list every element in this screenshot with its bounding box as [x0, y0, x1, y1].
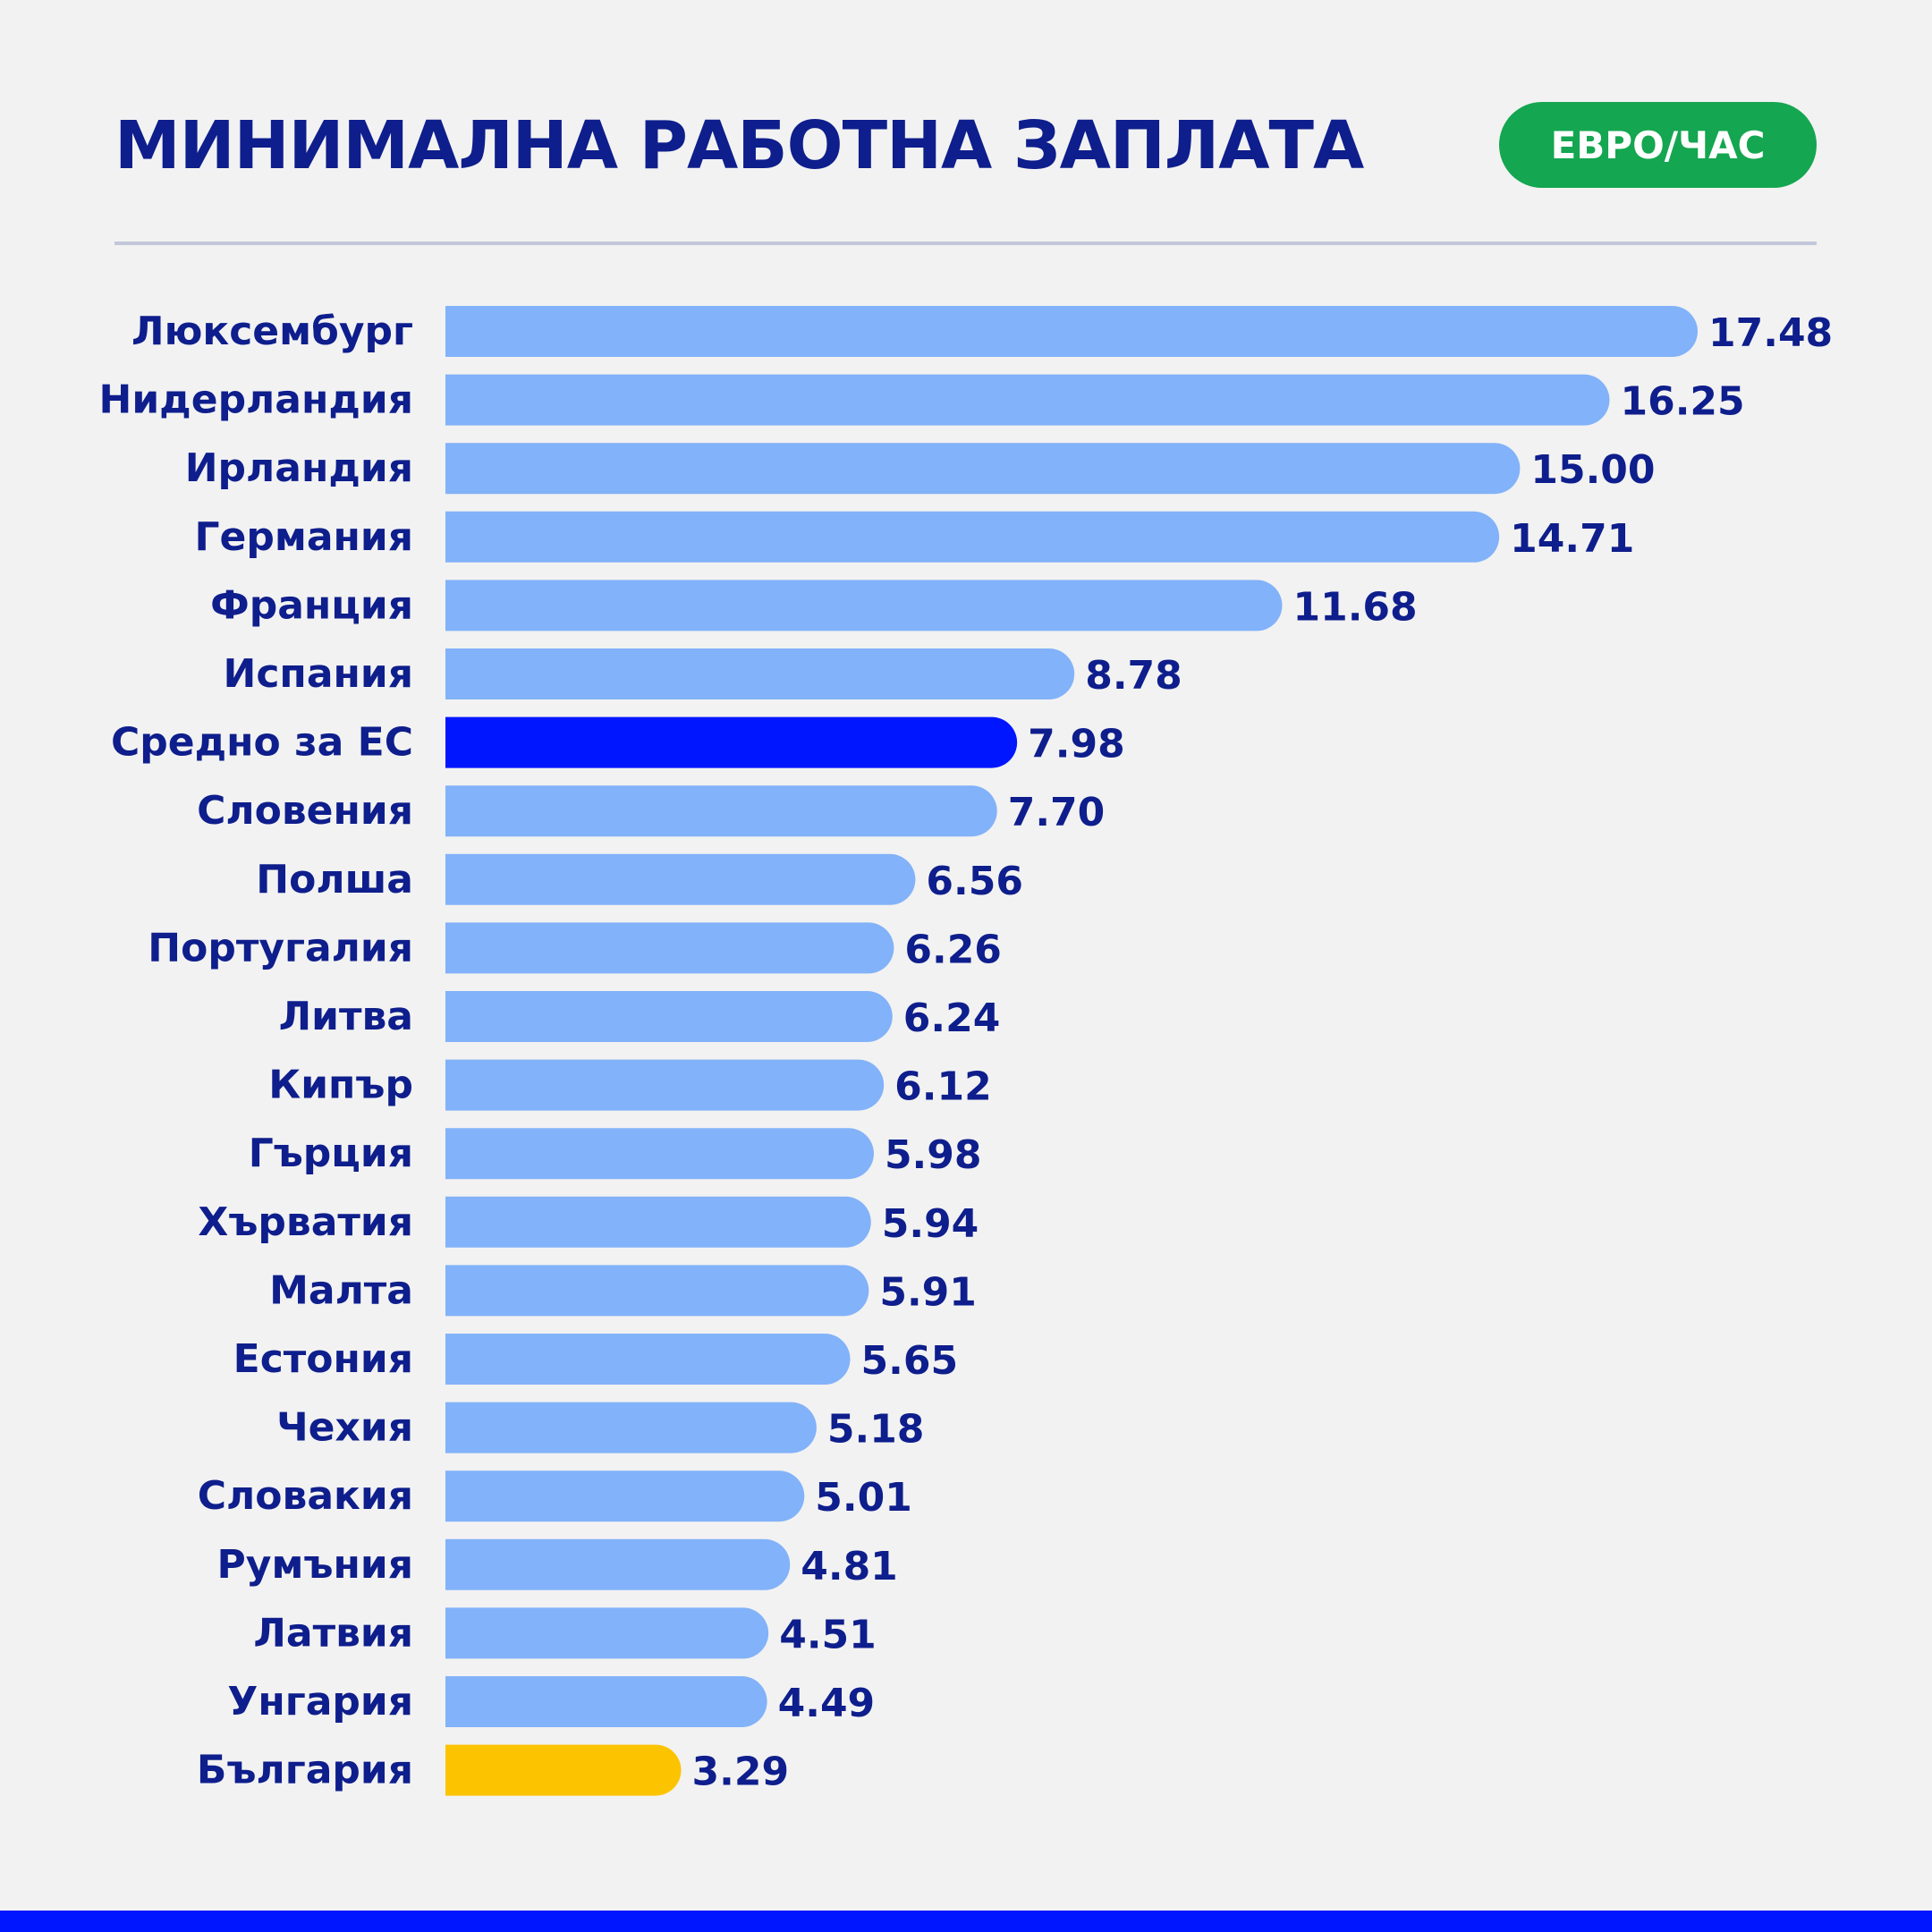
value-label: 11.68 [1292, 584, 1417, 630]
category-label: Франция [210, 582, 413, 628]
value-label: 6.12 [894, 1064, 992, 1110]
category-label: Полша [256, 857, 413, 902]
value-label: 6.24 [903, 996, 1001, 1041]
bar [445, 853, 916, 905]
category-label: Румъния [217, 1542, 413, 1588]
bar [445, 922, 894, 974]
value-label: 7.70 [1008, 790, 1106, 835]
value-label: 5.98 [885, 1132, 982, 1178]
bar [445, 1402, 817, 1453]
bar [445, 1744, 682, 1796]
value-label: 5.94 [882, 1201, 979, 1247]
bar [445, 1538, 791, 1590]
bar [445, 1128, 874, 1180]
category-label: Кипър [268, 1063, 413, 1108]
bar [445, 991, 893, 1042]
bar [445, 1607, 769, 1659]
value-label: 15.00 [1530, 447, 1655, 493]
category-label: Словакия [198, 1473, 413, 1519]
bottom-accent-bar [0, 1911, 1932, 1932]
value-label: 4.51 [779, 1612, 877, 1657]
category-label: Хърватия [198, 1199, 413, 1245]
bar [445, 306, 1698, 357]
value-label: 5.91 [879, 1269, 977, 1315]
category-label: Малта [269, 1267, 413, 1313]
value-label: 5.65 [861, 1338, 959, 1384]
unit-badge: ЕВРО/ЧАС [1499, 102, 1817, 188]
category-label: Ирландия [185, 445, 413, 491]
category-label: Литва [279, 994, 413, 1039]
value-label: 4.81 [801, 1544, 898, 1589]
value-label: 4.49 [778, 1681, 876, 1726]
bar [445, 443, 1521, 495]
bar [445, 580, 1283, 631]
bar [445, 1059, 885, 1111]
category-label: Люксембург [131, 309, 413, 354]
bar [445, 1196, 871, 1248]
category-label: Словения [197, 788, 413, 834]
category-label: Унгария [227, 1679, 413, 1724]
bar [445, 1265, 869, 1317]
value-label: 16.25 [1620, 379, 1744, 425]
value-label: 5.01 [815, 1475, 912, 1521]
category-label: Испания [224, 651, 413, 697]
category-label: Латвия [253, 1610, 413, 1656]
bar [445, 1676, 767, 1727]
bar [445, 1470, 805, 1522]
value-label: 3.29 [692, 1750, 790, 1795]
value-label: 8.78 [1085, 653, 1182, 699]
value-label: 5.18 [827, 1407, 925, 1453]
bar [445, 648, 1075, 699]
bar [445, 511, 1500, 563]
category-label: Чехия [276, 1405, 413, 1451]
bar [445, 716, 1018, 768]
value-label: 6.26 [904, 927, 1002, 972]
category-label: Естония [233, 1336, 413, 1382]
category-label: Гърция [249, 1131, 413, 1176]
bar [445, 374, 1610, 426]
value-label: 7.98 [1028, 722, 1125, 767]
category-label: Средно за ЕС [111, 720, 413, 766]
title-divider [114, 242, 1817, 245]
category-label: Нидерландия [99, 377, 413, 423]
value-label: 14.71 [1510, 516, 1634, 562]
category-label: Германия [194, 514, 413, 560]
bar [445, 1334, 851, 1385]
chart-title: МИНИМАЛНА РАБОТНА ЗАПЛАТА [114, 107, 1364, 184]
value-label: 17.48 [1708, 310, 1833, 356]
value-label: 6.56 [926, 859, 1023, 904]
bar [445, 785, 997, 837]
category-label: Португалия [148, 925, 413, 970]
category-label: България [197, 1748, 413, 1793]
